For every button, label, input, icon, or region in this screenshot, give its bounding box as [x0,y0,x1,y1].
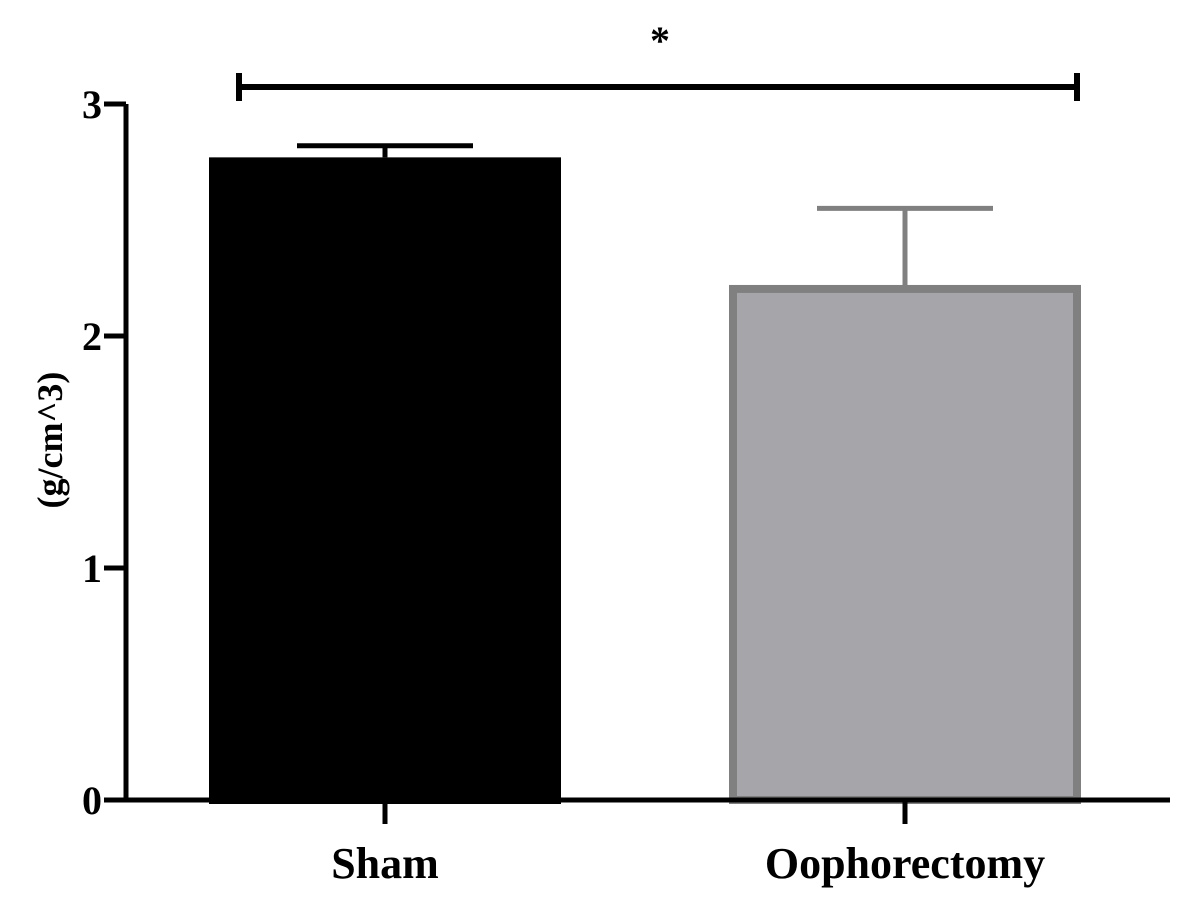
significance-label: * [650,18,670,63]
y-axis-label: (g/cm^3) [30,372,70,509]
bar-sham [209,157,561,805]
x-tick-label-oophorectomy: Oophorectomy [765,839,1045,888]
bars-group [209,157,1081,805]
axes-group: 0 1 2 3 Sham Oophorectomy [82,82,1170,888]
y-tick-label: 0 [82,778,102,823]
y-tick-label: 1 [82,546,102,591]
y-tick-label: 2 [82,314,102,359]
y-tick-label: 3 [82,82,102,127]
error-bars-group [297,143,993,285]
bar-oophorectomy [729,284,1081,804]
x-tick-label-sham: Sham [331,839,439,888]
significance-group: * [236,18,1080,101]
